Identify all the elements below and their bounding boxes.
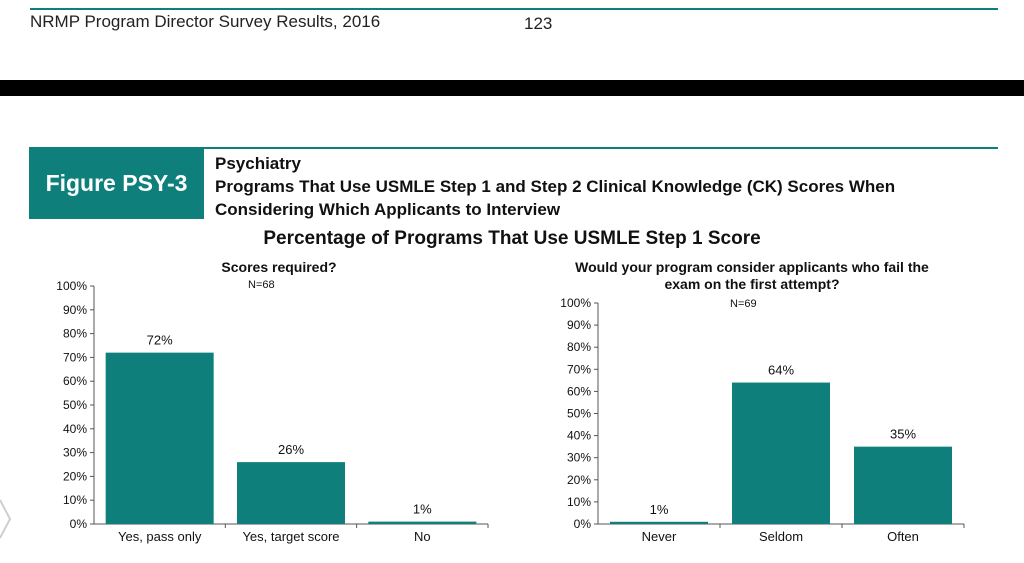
sample-size-label: N=69 <box>730 298 757 310</box>
y-tick-label: 50% <box>567 407 591 421</box>
report-title: NRMP Program Director Survey Results, 20… <box>30 12 381 31</box>
bar <box>732 382 830 524</box>
y-tick-label: 90% <box>567 318 591 332</box>
x-category-label: Often <box>887 529 919 544</box>
x-category-label: Seldom <box>759 529 803 544</box>
bar <box>368 521 477 524</box>
bar-value-label: 26% <box>278 442 304 457</box>
y-tick-label: 40% <box>567 429 591 443</box>
bar-value-label: 35% <box>890 427 916 442</box>
y-tick-label: 30% <box>63 446 87 460</box>
figure-specialty: Psychiatry <box>215 154 301 173</box>
bar <box>854 446 952 524</box>
bar <box>105 352 214 524</box>
y-tick-label: 10% <box>567 495 591 509</box>
y-tick-label: 30% <box>567 451 591 465</box>
y-tick-label: 90% <box>63 303 87 317</box>
chart-title: Scores required? <box>221 259 336 275</box>
y-tick-label: 70% <box>567 362 591 376</box>
page-number: 123 <box>524 14 553 33</box>
chart-title: exam on the first attempt? <box>664 276 839 292</box>
x-category-label: No <box>414 529 431 544</box>
charts-main-title: Percentage of Programs That Use USMLE St… <box>263 228 761 249</box>
y-tick-label: 0% <box>574 517 592 531</box>
figure-rule <box>204 147 998 149</box>
figure-title-line1: Programs That Use USMLE Step 1 and Step … <box>215 177 896 196</box>
chart-fail-first-attempt: Would your program consider applicants w… <box>560 259 965 544</box>
y-tick-label: 80% <box>567 340 591 354</box>
y-tick-label: 10% <box>63 493 87 507</box>
figure-label: Figure PSY-3 <box>45 169 188 196</box>
bar-value-label: 72% <box>147 333 173 348</box>
bar-value-label: 1% <box>413 502 432 517</box>
black-band <box>0 80 1024 96</box>
x-category-label: Yes, pass only <box>118 529 202 544</box>
bar-value-label: 64% <box>768 363 794 378</box>
y-tick-label: 60% <box>63 374 87 388</box>
y-tick-label: 0% <box>70 517 88 531</box>
y-tick-label: 50% <box>63 398 87 412</box>
slide-edge-chevron-icon <box>0 499 12 539</box>
x-category-label: Yes, target score <box>242 529 339 544</box>
y-tick-label: 70% <box>63 350 87 364</box>
y-tick-label: 80% <box>63 327 87 341</box>
y-tick-label: 40% <box>63 422 87 436</box>
header-rule <box>30 8 998 10</box>
chart-title: Would your program consider applicants w… <box>575 259 929 275</box>
figure-caption: Psychiatry Programs That Use USMLE Step … <box>215 152 895 221</box>
y-tick-label: 20% <box>63 469 87 483</box>
bar-value-label: 1% <box>650 502 669 517</box>
y-tick-label: 100% <box>56 279 87 293</box>
y-tick-label: 100% <box>560 296 591 310</box>
figure-label-box: Figure PSY-3 <box>29 147 204 219</box>
sample-size-label: N=68 <box>248 279 275 291</box>
y-tick-label: 60% <box>567 384 591 398</box>
figure-title-line2: Considering Which Applicants to Intervie… <box>215 200 561 219</box>
bar <box>610 521 708 524</box>
y-tick-label: 20% <box>567 473 591 487</box>
bar <box>237 462 345 524</box>
x-category-label: Never <box>642 529 677 544</box>
chart-scores-required: Scores required? N=68 0% 10% 20% 30% 40% 50% 60%… <box>56 259 489 544</box>
